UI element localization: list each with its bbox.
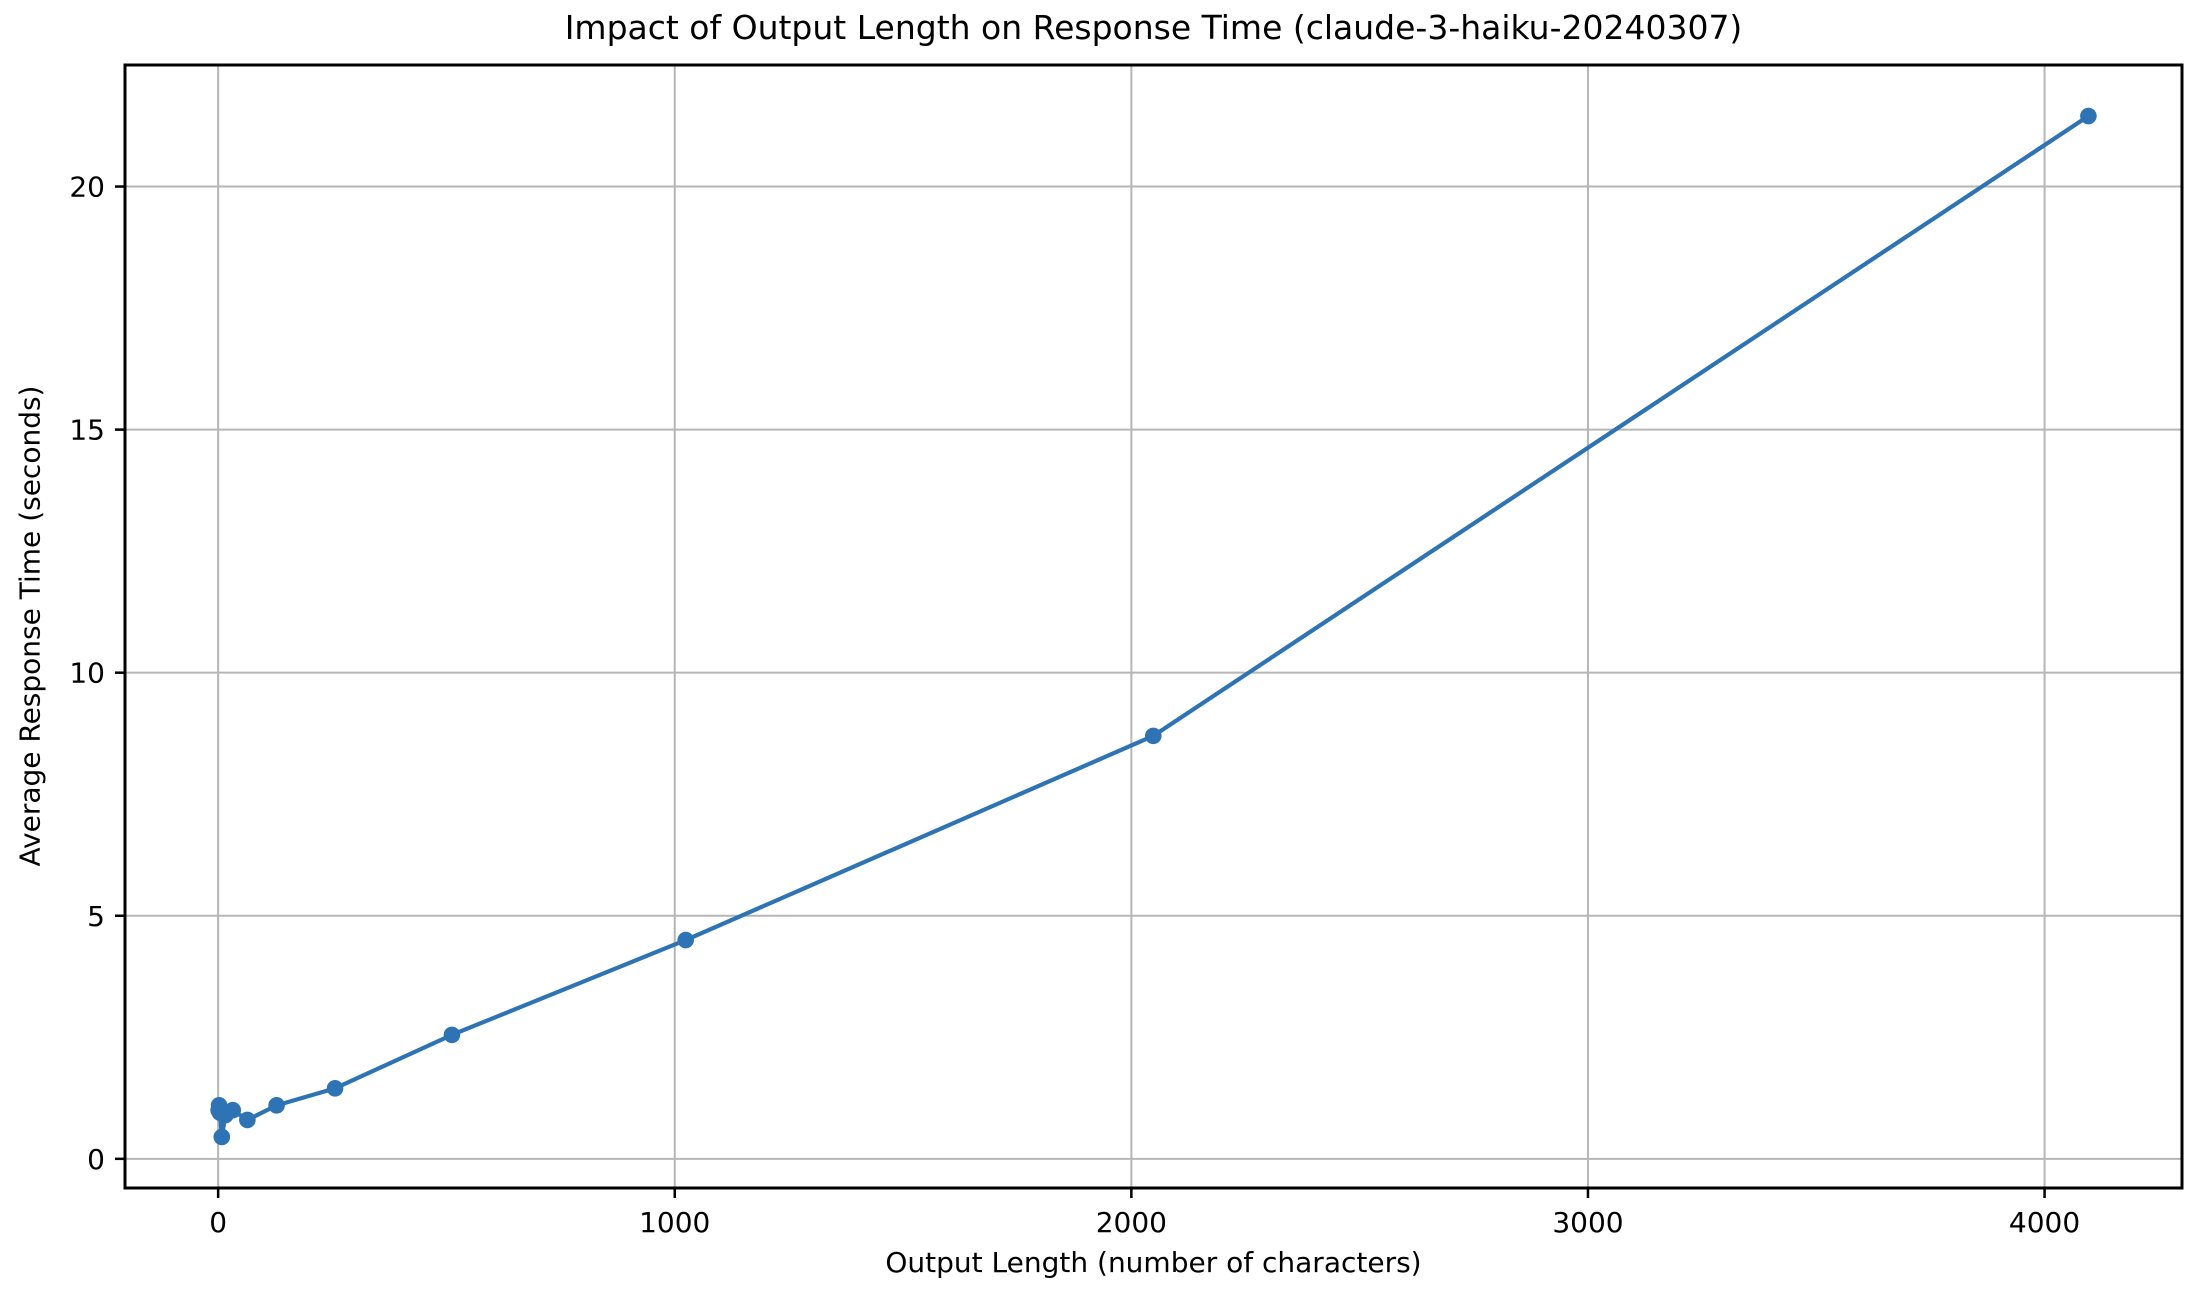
data-point-x512 [443, 1026, 461, 1044]
x-tick-label-4000: 4000 [2009, 1206, 2080, 1239]
y-tick-label-15: 15 [69, 414, 105, 447]
data-point-x32 [224, 1101, 242, 1119]
x-tick-label-0: 0 [209, 1206, 227, 1239]
data-point-x8 [213, 1128, 231, 1146]
x-tick-label-3000: 3000 [1552, 1206, 1623, 1239]
data-point-x64 [239, 1111, 256, 1129]
data-point-x4096 [2080, 107, 2097, 125]
y-tick-label-0: 0 [87, 1143, 105, 1176]
series-line-average-response-time [216, 113, 2091, 1140]
chart-title: Impact of Output Length on Response Time… [564, 8, 1743, 47]
data-point-x128 [268, 1097, 285, 1114]
axes-spine [123, 63, 2184, 1190]
x-tick-label-2000: 2000 [1096, 1206, 1167, 1239]
data-point-x2048 [1144, 727, 1162, 745]
y-tick-label-20: 20 [69, 171, 105, 204]
x-tick-label-1000: 1000 [639, 1206, 710, 1239]
data-point-x256 [326, 1080, 344, 1097]
y-tick-label-5: 5 [87, 900, 105, 933]
data-point-x1024 [677, 931, 695, 949]
y-tick-label-10: 10 [69, 657, 105, 690]
x-axis-label: Output Length (number of characters) [885, 1246, 1422, 1279]
